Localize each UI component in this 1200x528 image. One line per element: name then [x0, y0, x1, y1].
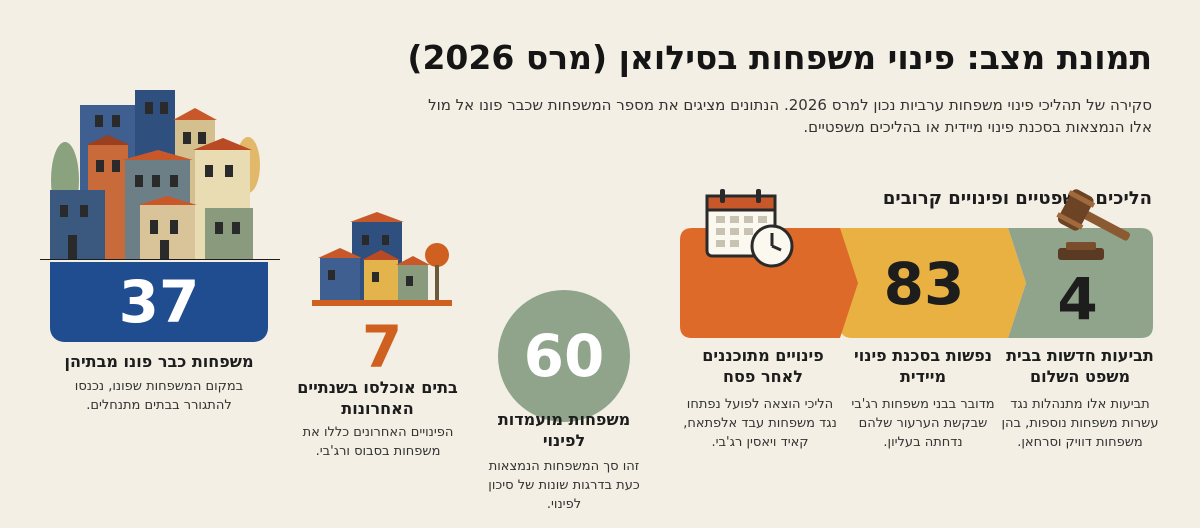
planned-label: פינויים מתוכננים לאחר פסח: [702, 346, 824, 386]
lawsuits-count: 4: [1057, 265, 1098, 333]
planned-desc: הליכי הוצאה לפועל נפתחו נגד משפחות עבד א…: [683, 397, 837, 450]
lawsuits-desc: תביעות אלו מתנהלות נגד עשרות משפחות נוספ…: [1001, 397, 1159, 450]
at-risk-count: 83: [883, 250, 965, 318]
candidates-circle: 60: [498, 290, 630, 422]
evicted-count-box: 37: [50, 262, 268, 342]
tree-icon: [425, 243, 449, 300]
evicted-label: משפחות כבר פונו מבתיהן: [64, 352, 254, 371]
page-subtitle: סקירה של תהליכי פינוי משפחות ערביות נכון…: [428, 96, 1152, 136]
candidates-count: 60: [523, 322, 605, 390]
houses-label: בתים אוכלסו בשנתיים האחרונות: [297, 378, 458, 418]
at-risk-label: נפשות בסכנת פינוי מיידית: [853, 346, 993, 386]
evicted-desc: במקום המשפחות שפונו, נכנסו להתגורר בבתים…: [74, 379, 244, 413]
page-title: תמונת מצב: פינוי משפחות בסילואן (מרס 202…: [407, 38, 1152, 77]
clock-icon: [750, 224, 794, 268]
houses-desc: הפינויים האחרונים כללו את משפחות בסבוס ו…: [302, 425, 454, 459]
at-risk-desc: מדובר בבני משפחות רג'בי שבקשת הערעור שלה…: [851, 397, 995, 450]
calendar-icon: [704, 188, 796, 270]
candidates-desc: זהו סך המשפחות הנמצאות כעת בדרגות שונות …: [488, 459, 640, 512]
evicted-count: 37: [118, 268, 200, 336]
buildings-icon: [40, 80, 280, 260]
gavel-icon: [1040, 188, 1140, 264]
candidates-label: משפחות מועמדות לפינוי: [497, 410, 631, 450]
houses-count: 7: [361, 313, 403, 381]
houses-icon: [312, 210, 452, 310]
lawsuits-label: תביעות חדשות בבית משפט השלום: [1006, 346, 1154, 386]
